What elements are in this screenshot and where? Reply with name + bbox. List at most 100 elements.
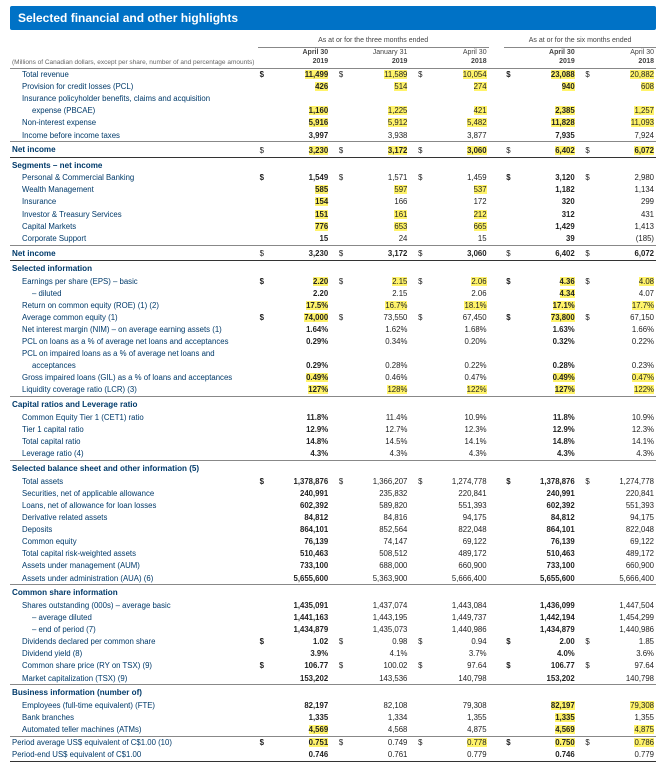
- row-label: Loans, net of allowance for loan losses: [10, 500, 258, 512]
- cell-value: 4,568: [348, 724, 409, 737]
- currency-symbol: [258, 221, 269, 233]
- currency-symbol: [258, 672, 269, 685]
- currency-symbol: [258, 336, 269, 348]
- currency-symbol: [337, 372, 348, 384]
- section-heading: Business information (number of): [10, 685, 656, 700]
- cell-value: 4.07: [595, 287, 656, 299]
- currency-symbol: [258, 700, 269, 712]
- currency-symbol: $: [504, 660, 515, 672]
- cell-value: 82,108: [348, 700, 409, 712]
- cell-value: 608: [595, 81, 656, 93]
- currency-symbol: [583, 233, 594, 246]
- cell-value: 822,048: [427, 524, 488, 536]
- cell-value: 97.64: [595, 660, 656, 672]
- cell-value: 431: [595, 208, 656, 220]
- currency-symbol: [416, 436, 427, 448]
- currency-symbol: $: [504, 275, 515, 287]
- currency-symbol: [416, 749, 427, 762]
- cell-value: 4.0%: [515, 648, 576, 660]
- currency-symbol: $: [258, 172, 269, 184]
- cell-value: 0.20%: [427, 336, 488, 348]
- currency-symbol: [258, 712, 269, 724]
- currency-symbol: [416, 500, 427, 512]
- cell-value: [427, 93, 488, 105]
- cell-value: 4.1%: [348, 648, 409, 660]
- currency-symbol: [258, 524, 269, 536]
- cell-value: 602,392: [515, 500, 576, 512]
- cell-value: 2.20: [269, 287, 330, 299]
- cell-value: 551,393: [427, 500, 488, 512]
- currency-symbol: $: [583, 142, 594, 157]
- currency-symbol: $: [504, 312, 515, 324]
- currency-symbol: [337, 384, 348, 397]
- currency-symbol: [504, 548, 515, 560]
- currency-symbol: [583, 712, 594, 724]
- currency-symbol: [416, 524, 427, 536]
- cell-value: 3,938: [348, 129, 409, 142]
- currency-symbol: [337, 93, 348, 105]
- currency-symbol: [416, 424, 427, 436]
- cell-value: 127%: [269, 384, 330, 397]
- currency-symbol: $: [583, 68, 594, 81]
- cell-value: 1.68%: [427, 324, 488, 336]
- cell-value: 5,363,900: [348, 572, 409, 585]
- cell-value: 94,175: [595, 512, 656, 524]
- cell-value: 510,463: [269, 548, 330, 560]
- cell-value: 5,655,600: [269, 572, 330, 585]
- currency-symbol: $: [337, 312, 348, 324]
- currency-symbol: [258, 129, 269, 142]
- cell-value: 1,443,195: [348, 612, 409, 624]
- row-label: Period-end US$ equivalent of C$1.00: [10, 749, 258, 762]
- currency-symbol: [416, 129, 427, 142]
- currency-symbol: [258, 105, 269, 117]
- currency-symbol: [258, 384, 269, 397]
- currency-symbol: [504, 287, 515, 299]
- currency-symbol: [504, 336, 515, 348]
- row-label: Deposits: [10, 524, 258, 536]
- currency-symbol: [504, 512, 515, 524]
- cell-value: 220,841: [595, 488, 656, 500]
- cell-value: 551,393: [595, 500, 656, 512]
- currency-symbol: [504, 360, 515, 372]
- currency-symbol: [416, 360, 427, 372]
- cell-value: 1.64%: [269, 324, 330, 336]
- financial-highlights-table: As at or for the three months endedAs at…: [10, 36, 656, 762]
- cell-value: 127%: [515, 384, 576, 397]
- cell-value: 69,122: [595, 536, 656, 548]
- cell-value: [515, 348, 576, 360]
- currency-symbol: [583, 524, 594, 536]
- currency-symbol: [416, 412, 427, 424]
- cell-value: 67,450: [427, 312, 488, 324]
- currency-symbol: [504, 348, 515, 360]
- currency-symbol: [504, 436, 515, 448]
- currency-symbol: [416, 724, 427, 737]
- currency-symbol: [416, 221, 427, 233]
- currency-symbol: [504, 560, 515, 572]
- cell-value: 128%: [348, 384, 409, 397]
- currency-symbol: [258, 548, 269, 560]
- currency-symbol: [504, 572, 515, 585]
- currency-symbol: [337, 208, 348, 220]
- cell-value: 11.8%: [515, 412, 576, 424]
- cell-value: [348, 348, 409, 360]
- cell-value: 0.746: [269, 749, 330, 762]
- cell-value: 11,589: [348, 68, 409, 81]
- currency-symbol: [583, 348, 594, 360]
- currency-symbol: [504, 384, 515, 397]
- currency-symbol: [583, 336, 594, 348]
- row-label: Earnings per share (EPS) – basic: [10, 275, 258, 287]
- cell-value: 153,202: [515, 672, 576, 685]
- currency-symbol: $: [337, 636, 348, 648]
- cell-value: 2.00: [515, 636, 576, 648]
- currency-symbol: [583, 412, 594, 424]
- currency-symbol: [337, 336, 348, 348]
- cell-value: 537: [427, 184, 488, 196]
- cell-value: 4,569: [269, 724, 330, 737]
- row-label: Assets under management (AUM): [10, 560, 258, 572]
- cell-value: 5,655,600: [515, 572, 576, 585]
- currency-symbol: [337, 749, 348, 762]
- currency-symbol: [504, 221, 515, 233]
- cell-value: 2.06: [427, 287, 488, 299]
- cell-value: [348, 93, 409, 105]
- row-label: Non-interest expense: [10, 117, 258, 129]
